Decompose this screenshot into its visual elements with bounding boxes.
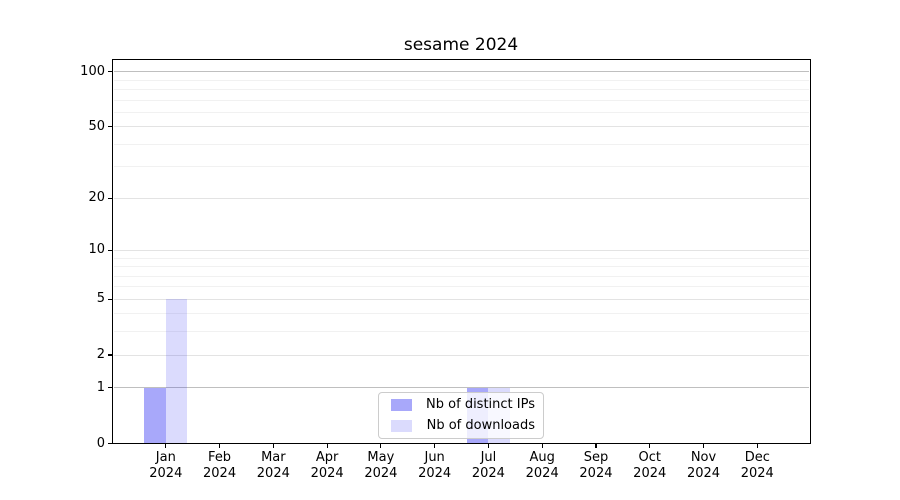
y-tick-label: 1 bbox=[96, 379, 105, 395]
y-tick-label: 0 bbox=[96, 435, 105, 451]
x-tick-label-oct: Oct 2024 bbox=[623, 450, 677, 481]
y-major-gridline bbox=[113, 197, 810, 199]
y-minor-gridline bbox=[113, 166, 810, 168]
y-tick bbox=[107, 249, 112, 251]
y-tick-label: 2 bbox=[96, 347, 105, 363]
y-tick bbox=[107, 387, 112, 389]
legend-row: Nb of distinct IPs bbox=[387, 397, 535, 412]
y-minor-gridline bbox=[113, 143, 810, 145]
x-tick bbox=[434, 444, 436, 449]
y-tick bbox=[107, 442, 112, 445]
x-tick bbox=[487, 444, 489, 449]
y-minor-gridline bbox=[113, 266, 810, 268]
x-tick-year: 2024 bbox=[203, 465, 237, 481]
y-tick-label: 100 bbox=[80, 63, 105, 79]
y-tick bbox=[107, 71, 112, 73]
x-tick-year: 2024 bbox=[149, 465, 183, 481]
x-tick bbox=[165, 444, 167, 449]
x-tick-label-jan: Jan 2024 bbox=[139, 450, 193, 481]
x-tick-year: 2024 bbox=[364, 465, 398, 481]
y-tick bbox=[107, 197, 112, 199]
legend-label: Nb of downloads bbox=[426, 418, 535, 433]
x-tick-label-jun: Jun 2024 bbox=[408, 450, 462, 481]
x-tick-label-feb: Feb 2024 bbox=[193, 450, 247, 481]
y-tick bbox=[107, 298, 112, 300]
x-tick-year: 2024 bbox=[418, 465, 452, 481]
y-major-gridline bbox=[113, 298, 810, 300]
x-tick-month: May bbox=[367, 450, 395, 465]
y-tick-label: 50 bbox=[88, 118, 105, 134]
x-tick-label-aug: Aug 2024 bbox=[515, 450, 569, 481]
x-tick-month: Feb bbox=[208, 450, 232, 465]
x-tick-label-nov: Nov 2024 bbox=[677, 450, 731, 481]
x-tick-year: 2024 bbox=[310, 465, 344, 481]
x-tick-label-mar: Mar 2024 bbox=[246, 450, 300, 481]
x-tick-month: Jun bbox=[424, 450, 445, 465]
legend-swatch bbox=[391, 398, 412, 411]
x-tick bbox=[218, 444, 221, 449]
y-tick-label: 20 bbox=[88, 190, 105, 206]
x-tick-label-may: May 2024 bbox=[354, 450, 408, 481]
x-tick-month: Oct bbox=[638, 450, 661, 465]
x-tick bbox=[326, 444, 328, 449]
x-tick bbox=[272, 444, 274, 449]
x-tick-month: Jul bbox=[480, 450, 497, 465]
x-tick-label-jul: Jul 2024 bbox=[461, 450, 515, 481]
y-tick-label: 10 bbox=[88, 242, 105, 258]
x-tick-month: Sep bbox=[583, 450, 609, 465]
x-tick-month: Apr bbox=[315, 450, 339, 465]
x-tick-month: Dec bbox=[744, 450, 770, 465]
legend: Nb of distinct IPs Nb of downloads bbox=[378, 391, 544, 439]
y-minor-gridline bbox=[113, 275, 810, 277]
y-major-gridline bbox=[113, 387, 810, 389]
x-tick bbox=[380, 444, 382, 449]
y-major-gridline bbox=[113, 249, 810, 251]
y-major-gridline bbox=[113, 354, 810, 356]
x-tick-year: 2024 bbox=[471, 465, 505, 481]
x-tick-label-dec: Dec 2024 bbox=[730, 450, 784, 481]
x-tick bbox=[649, 444, 651, 449]
bar-distinct-ips-jan bbox=[144, 387, 166, 443]
y-minor-gridline bbox=[113, 99, 810, 101]
y-minor-gridline bbox=[113, 111, 810, 113]
legend-label: Nb of distinct IPs bbox=[426, 397, 535, 412]
y-minor-gridline bbox=[113, 79, 810, 81]
bar-downloads-jan bbox=[165, 299, 188, 443]
x-tick bbox=[756, 444, 758, 449]
y-tick bbox=[107, 354, 112, 356]
x-tick-month: Nov bbox=[690, 450, 717, 465]
x-tick-year: 2024 bbox=[579, 465, 613, 481]
y-tick-label: 5 bbox=[96, 291, 105, 307]
chart-title: sesame 2024 bbox=[403, 35, 519, 55]
legend-row: Nb of downloads bbox=[387, 418, 535, 433]
y-minor-gridline bbox=[113, 313, 810, 315]
x-tick-label-sep: Sep 2024 bbox=[569, 450, 623, 481]
y-minor-gridline bbox=[113, 286, 810, 288]
y-major-gridline bbox=[113, 126, 810, 128]
x-tick-month: Aug bbox=[529, 450, 555, 465]
x-tick-year: 2024 bbox=[525, 465, 559, 481]
x-tick-year: 2024 bbox=[686, 465, 721, 481]
x-tick-label-apr: Apr 2024 bbox=[300, 450, 354, 481]
y-minor-gridline bbox=[113, 331, 810, 333]
x-tick-year: 2024 bbox=[740, 465, 774, 481]
legend-swatch bbox=[391, 419, 412, 432]
x-tick-year: 2024 bbox=[633, 465, 667, 481]
x-tick bbox=[702, 444, 705, 449]
x-tick bbox=[541, 444, 543, 449]
y-minor-gridline bbox=[113, 89, 810, 91]
y-minor-gridline bbox=[113, 257, 810, 259]
x-tick-year: 2024 bbox=[256, 465, 290, 481]
y-major-gridline bbox=[113, 71, 810, 73]
y-tick bbox=[107, 126, 112, 128]
x-tick bbox=[595, 444, 597, 449]
x-tick-month: Mar bbox=[261, 450, 286, 465]
x-tick-month: Jan bbox=[155, 450, 176, 465]
